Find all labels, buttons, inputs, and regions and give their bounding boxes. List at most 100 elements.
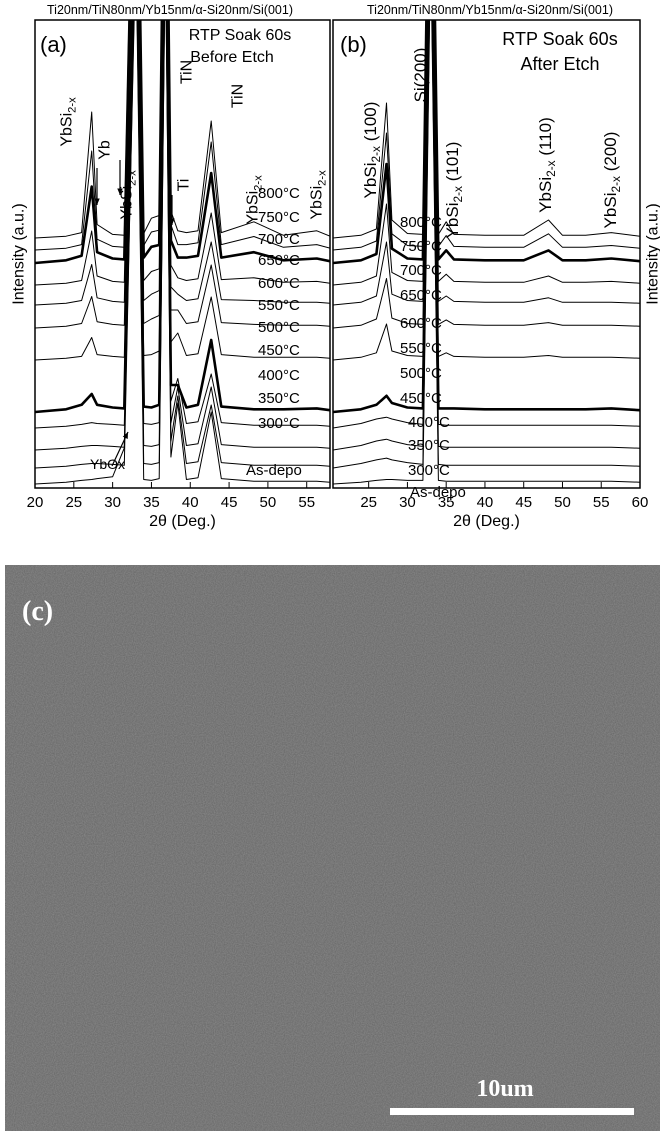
- series-label: 800°C: [258, 185, 300, 202]
- annotation-subscript: 2-x: [544, 160, 558, 177]
- xrd-curve: [333, 20, 640, 306]
- annotation-text: TiN: [179, 60, 196, 84]
- arrow-head: [169, 218, 175, 225]
- xrd-curve: [35, 20, 330, 286]
- annotation-text: RTP Soak 60s: [189, 27, 292, 44]
- annotation-text: YbSi: [245, 191, 262, 225]
- x-tick-label: 50: [554, 494, 571, 511]
- xrd-curve: [333, 20, 640, 361]
- annotation: TiN: [179, 60, 196, 84]
- annotation: Before Etch: [190, 49, 274, 66]
- x-tick-label: 45: [515, 494, 532, 511]
- annotation-suffix: (110): [536, 117, 555, 160]
- arrow-head: [94, 198, 100, 205]
- annotation: After Etch: [520, 54, 599, 74]
- y-axis-label: Intensity (a.u.): [645, 203, 660, 304]
- annotation: YbSi2-x (100): [361, 102, 383, 199]
- x-axis-label: 2θ (Deg.): [149, 513, 216, 530]
- series-label: 300°C: [408, 462, 450, 479]
- annotation-text: YbSi: [59, 113, 76, 147]
- xrd-curve: [333, 20, 640, 414]
- annotation-subscript: 2-x: [369, 146, 383, 163]
- xrd-curve: [333, 20, 640, 286]
- annotation-text: YbSi: [536, 177, 555, 213]
- xrd-curve: [333, 20, 640, 469]
- annotation: Yb: [97, 140, 114, 160]
- annotation-subscript: 2-x: [127, 170, 139, 186]
- xrd-curve: [333, 20, 640, 265]
- series-label: 450°C: [258, 342, 300, 359]
- series-label: 500°C: [400, 365, 442, 382]
- chart-title: Ti20nm/TiN80nm/Yb15nm/α-Si20nm/Si(001): [367, 3, 613, 17]
- x-tick-label: 30: [104, 494, 121, 511]
- y-axis-label: Intensity (a.u.): [11, 203, 28, 304]
- series-label: 700°C: [258, 231, 300, 248]
- x-tick-label: 40: [477, 494, 494, 511]
- annotation-suffix: (100): [361, 102, 380, 146]
- annotation-subscript: 2-x: [609, 176, 623, 193]
- annotation: YbSi2-x (101): [443, 142, 465, 239]
- annotation-subscript: 2-x: [451, 186, 465, 203]
- annotation-text: After Etch: [520, 54, 599, 74]
- plot-frame: [34, 19, 331, 489]
- xrd-curve: [333, 20, 640, 451]
- arrow-head: [122, 432, 128, 439]
- annotation-text: RTP Soak 60s: [502, 29, 617, 49]
- annotation-text: Yb: [97, 140, 114, 160]
- series-label: 400°C: [258, 367, 300, 384]
- annotation-text: Si(200): [411, 48, 430, 103]
- series-label: 550°C: [258, 297, 300, 314]
- annotation-text: Before Etch: [190, 49, 274, 66]
- annotation-text: YbSi: [601, 193, 620, 229]
- annotation: YbSi2-x (200): [601, 132, 623, 229]
- panel-label: (c): [22, 596, 53, 627]
- x-tick-label: 60: [632, 494, 649, 511]
- series-label: 350°C: [408, 437, 450, 454]
- annotation-suffix: (200): [601, 132, 620, 176]
- annotation-subscript: 2-x: [67, 97, 79, 113]
- annotation-text: Ti: [176, 179, 193, 192]
- xrd-curve: [35, 20, 330, 239]
- xrd-curve: [333, 20, 640, 329]
- annotation: Ti: [176, 179, 193, 192]
- series-label: 750°C: [400, 238, 442, 255]
- series-label: 600°C: [258, 275, 300, 292]
- x-tick-label: 25: [360, 494, 377, 511]
- series-label: 600°C: [400, 315, 442, 332]
- annotation: RTP Soak 60s: [189, 27, 292, 44]
- series-label: 700°C: [400, 262, 442, 279]
- series-label: 650°C: [400, 287, 442, 304]
- annotation-suffix: (101): [443, 142, 462, 186]
- series-label: 550°C: [400, 340, 442, 357]
- annotation-subscript: 2-x: [253, 175, 265, 191]
- x-tick-label: 45: [221, 494, 238, 511]
- annotation-text: (a): [40, 32, 67, 57]
- xrd-curve: [333, 20, 640, 485]
- annotation-text: YbSi: [361, 163, 380, 199]
- annotation: RTP Soak 60s: [502, 29, 617, 49]
- x-tick-label: 55: [593, 494, 610, 511]
- annotation-text: YbSi: [443, 203, 462, 239]
- annotation: YbSi2-x: [245, 175, 265, 225]
- annotation-text: (b): [340, 32, 367, 57]
- x-tick-label: 25: [65, 494, 82, 511]
- scale-bar: [390, 1108, 634, 1115]
- xrd-curve: [333, 20, 640, 251]
- x-tick-label: 50: [260, 494, 277, 511]
- x-axis-label: 2θ (Deg.): [453, 513, 520, 530]
- xrd-curve: [35, 20, 330, 251]
- chart: Ti20nm/TiN80nm/Yb15nm/α-Si20nm/Si(001) 80…: [11, 3, 331, 530]
- annotation-subscript: 2-x: [317, 170, 329, 186]
- xrd-curve: [333, 20, 640, 239]
- chart-title: Ti20nm/TiN80nm/Yb15nm/α-Si20nm/Si(001): [47, 3, 293, 17]
- x-tick-label: 40: [182, 494, 199, 511]
- annotation: YbSi2-x (110): [536, 117, 558, 213]
- annotation: YbSi2-x: [119, 170, 139, 220]
- series-label: 800°C: [400, 214, 442, 231]
- annotation-text: YbOx: [90, 456, 125, 472]
- series-label: 350°C: [258, 390, 300, 407]
- sem-texture: [5, 565, 660, 1131]
- plot-frame: [332, 19, 641, 489]
